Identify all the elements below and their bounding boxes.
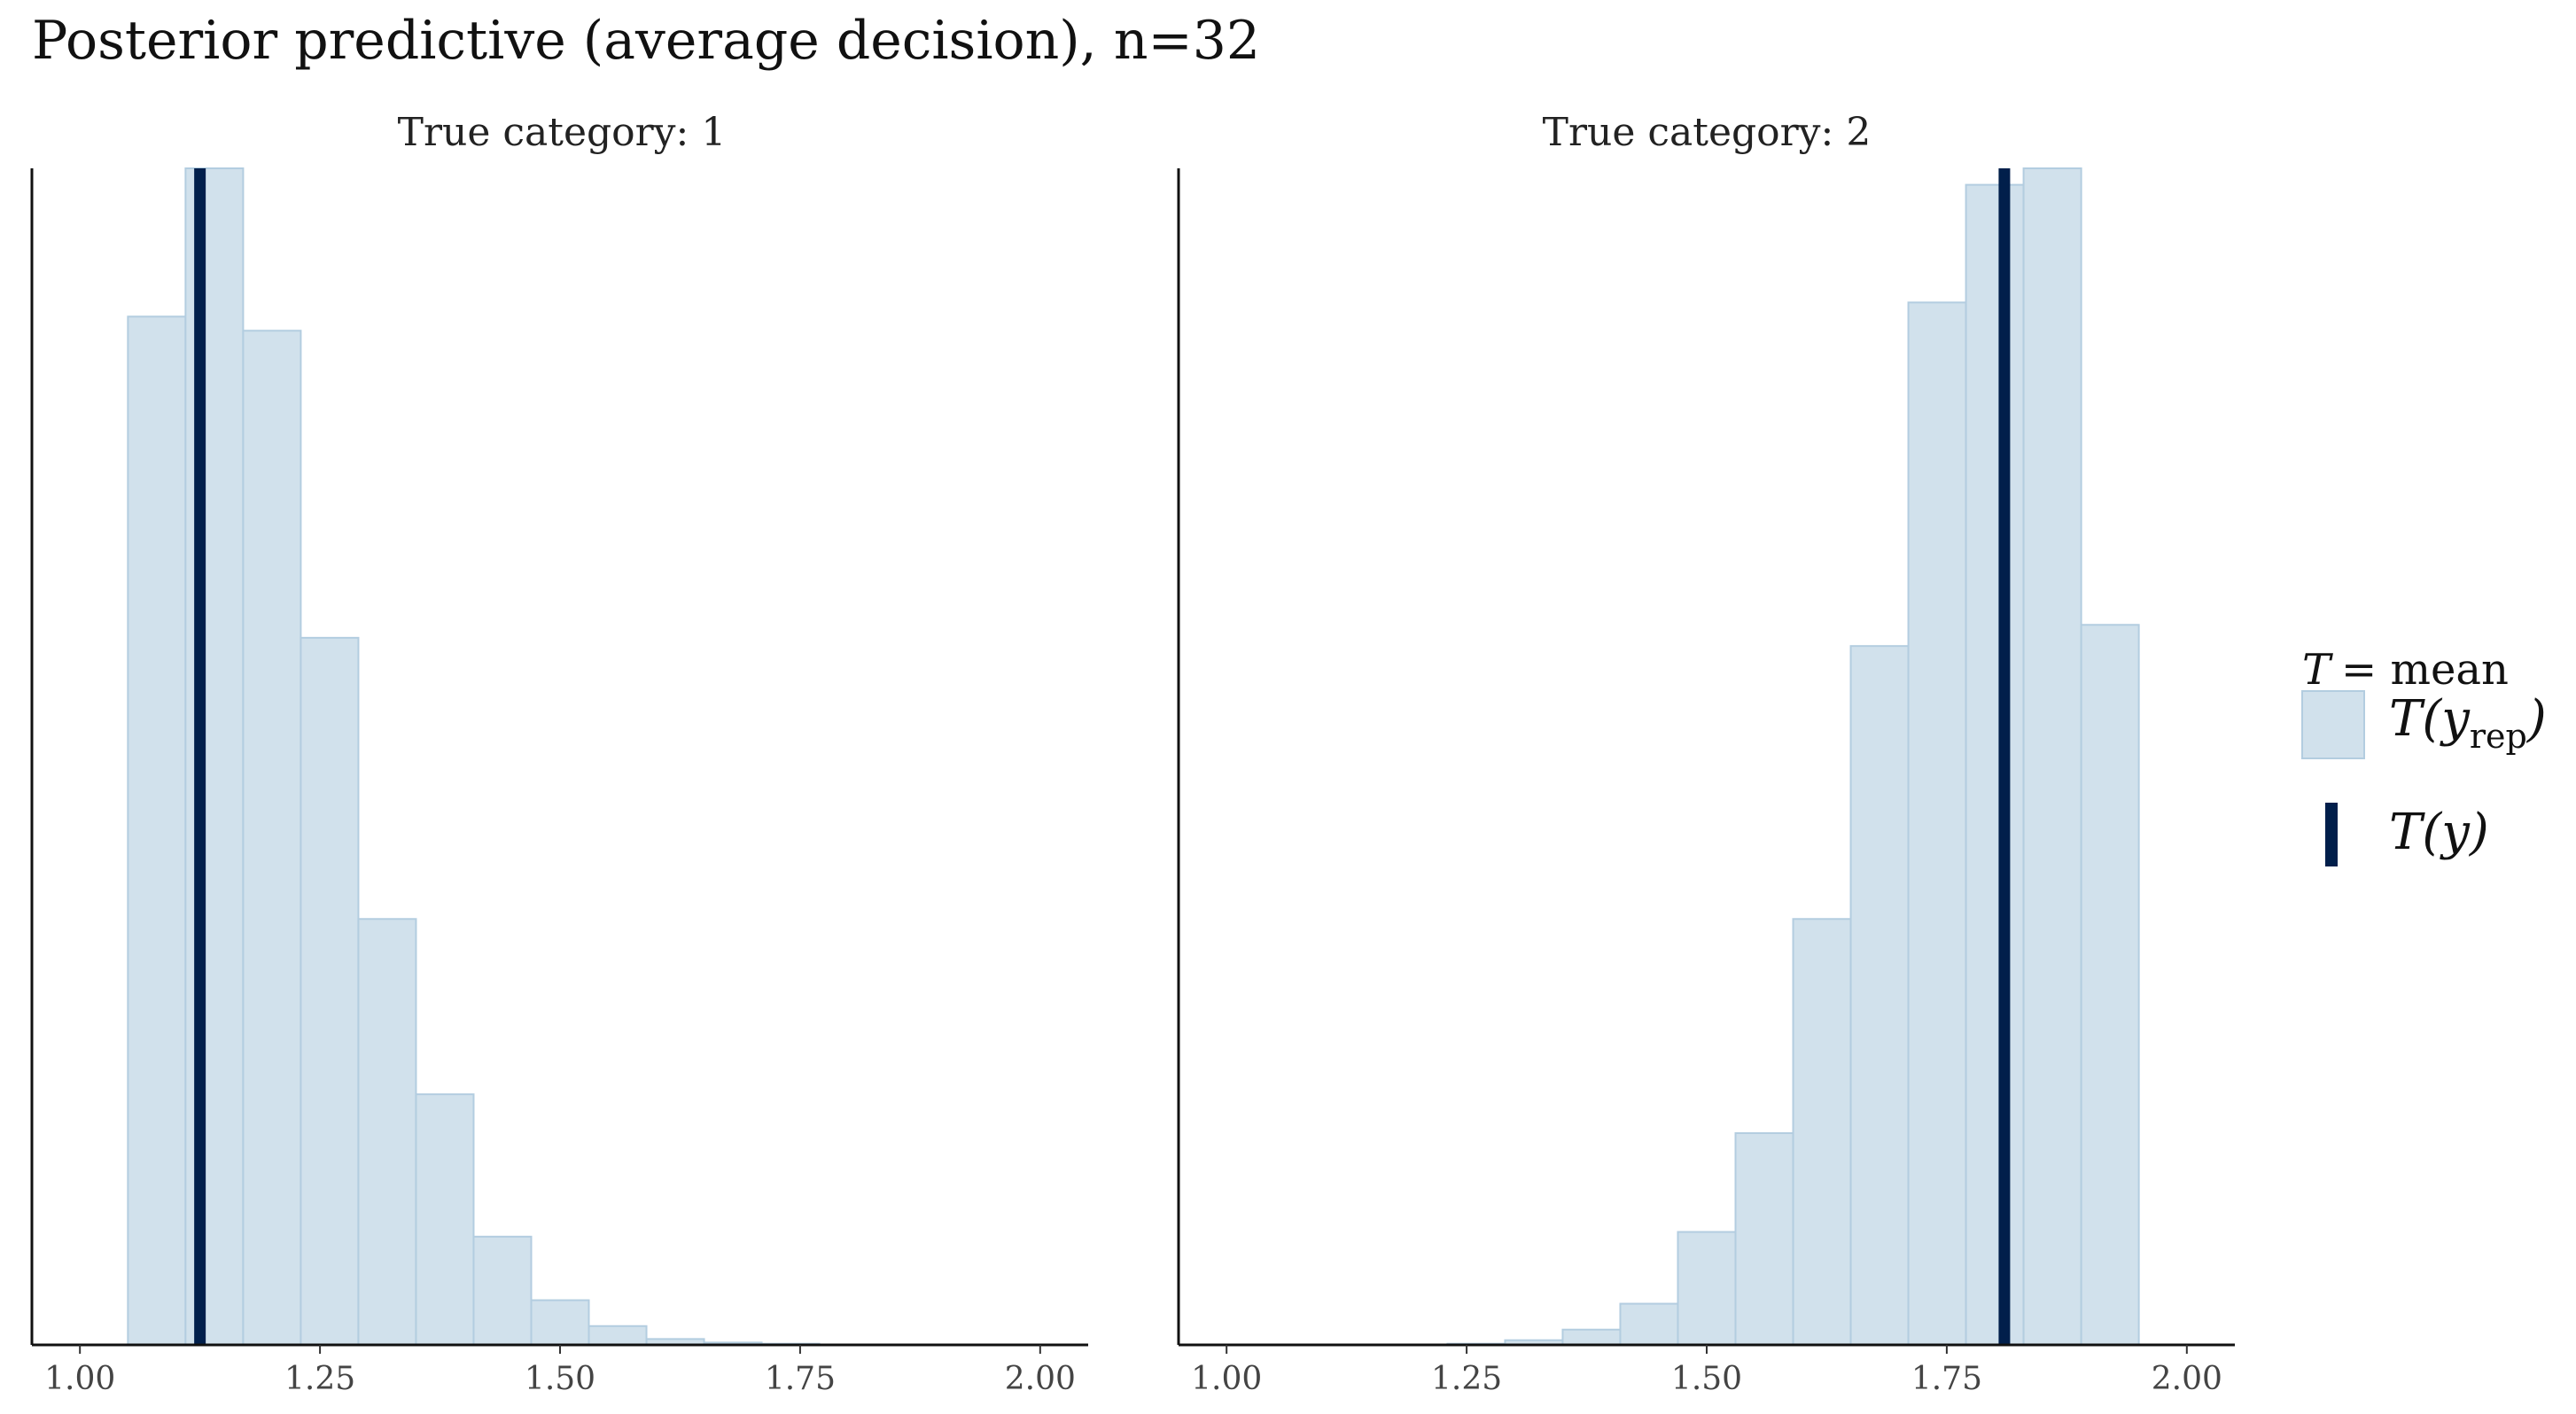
histogram-bars-category-1 xyxy=(127,167,821,1347)
legend: T = mean T(yrep) T(y) xyxy=(2301,645,2547,866)
x-tick-label: 1.25 xyxy=(1431,1361,1502,1397)
x-tick-label: 1.00 xyxy=(44,1361,115,1397)
histogram-bar xyxy=(184,167,245,1346)
x-tick-label: 2.00 xyxy=(2152,1361,2222,1397)
x-tick-label: 2.00 xyxy=(1005,1361,1076,1397)
histogram-bar xyxy=(588,1325,648,1346)
x-axis-category-1: 1.00 1.25 1.50 1.75 2.00 xyxy=(30,168,1088,1397)
legend-title: T = mean xyxy=(2302,645,2509,695)
legend-label-rep: T(yrep) xyxy=(2389,690,2547,756)
histogram-bar xyxy=(1619,1302,1679,1347)
histogram-bar xyxy=(127,315,187,1347)
legend-title-symbol: T xyxy=(2302,645,2333,695)
legend-label-observed: T(y) xyxy=(2389,804,2489,861)
histogram-bar xyxy=(242,330,302,1346)
histogram-bar xyxy=(300,636,360,1346)
histogram-bar xyxy=(1792,918,1852,1346)
histogram-bar xyxy=(472,1235,533,1346)
histogram-bar xyxy=(530,1299,590,1347)
panel-category-2: True category: 2 1.00 1.25 1.50 1.75 2.00 xyxy=(1177,110,2235,1397)
histogram-bar xyxy=(357,918,417,1346)
histogram-bar xyxy=(415,1093,475,1346)
histogram-bar xyxy=(1734,1131,1794,1346)
histogram-bar xyxy=(1677,1231,1737,1347)
legend-swatch-observed xyxy=(2325,803,2338,866)
histogram-bar xyxy=(2022,167,2082,1346)
legend-rep-end: ) xyxy=(2526,690,2547,748)
x-tick-label: 1.75 xyxy=(765,1361,836,1397)
x-tick-label: 1.00 xyxy=(1191,1361,1262,1397)
x-tick-label: 1.25 xyxy=(284,1361,355,1397)
legend-swatch-rep xyxy=(2301,690,2365,759)
strip-label-category-1: True category: 1 xyxy=(398,110,727,155)
histogram-bar xyxy=(1965,183,2025,1347)
strip-label-category-2: True category: 2 xyxy=(1543,110,1872,155)
histogram-bars-category-2 xyxy=(1446,167,2140,1347)
x-tick-label: 1.50 xyxy=(525,1361,595,1397)
legend-title-eq: = mean xyxy=(2341,645,2509,695)
x-axis-category-2: 1.00 1.25 1.50 1.75 2.00 xyxy=(1177,168,2235,1397)
chart-title: Posterior predictive (average decision),… xyxy=(32,10,1260,72)
histogram-bar xyxy=(1849,645,1910,1346)
legend-rep-main: T(y xyxy=(2389,690,2471,748)
x-tick-label: 1.75 xyxy=(1911,1361,1982,1397)
histogram-bar xyxy=(2080,624,2140,1346)
x-tick-label: 1.50 xyxy=(1671,1361,1742,1397)
histogram-bar xyxy=(1561,1328,1622,1346)
histogram-bar xyxy=(1907,301,1967,1346)
legend-rep-sub: rep xyxy=(2470,717,2527,756)
panel-category-1: True category: 1 1.00 1.25 1.50 1.75 2.00 xyxy=(30,110,1088,1397)
